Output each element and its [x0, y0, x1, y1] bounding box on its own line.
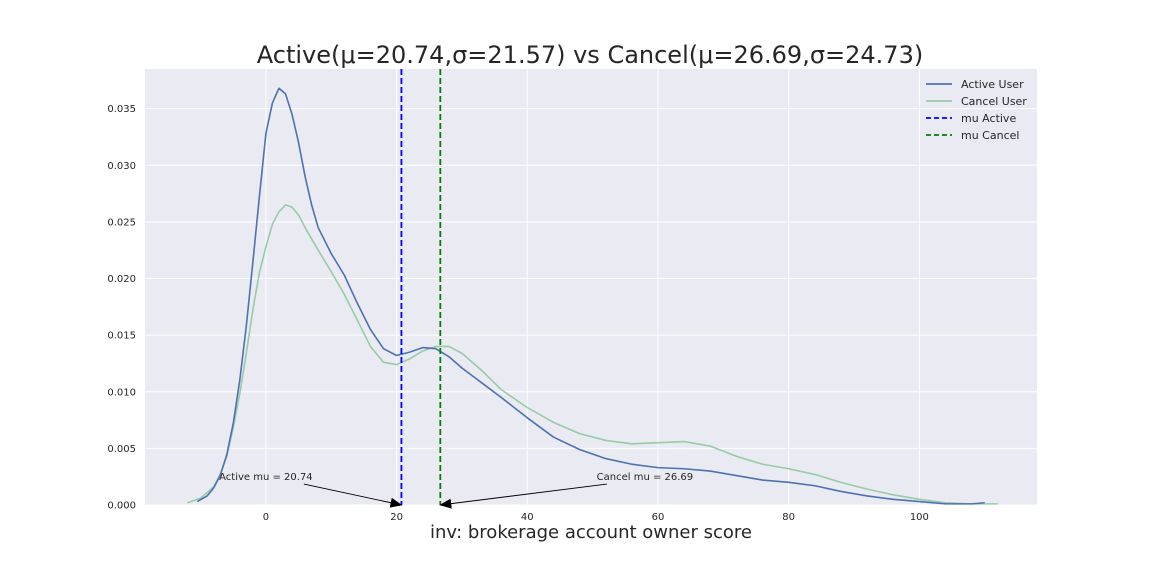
y-tick-label: 0.020	[107, 274, 136, 285]
series-layer	[187, 87, 998, 505]
x-tick-label: 60	[652, 512, 665, 523]
annotation-text: Active mu = 20.74	[219, 472, 313, 483]
annotation-text: Cancel mu = 26.69	[597, 472, 694, 483]
series-line-active-user	[196, 87, 985, 505]
plot-area	[145, 69, 1037, 505]
mean-lines	[400, 69, 442, 505]
y-tick-label: 0.035	[107, 104, 136, 115]
series-line-cancel-user	[187, 204, 998, 505]
y-tick-label: 0.000	[107, 501, 136, 512]
annotation-arrow	[303, 483, 403, 508]
x-tick-label: 40	[521, 512, 534, 523]
tick-labels: 0 20 40 60 80 100 0.000 0.005 0.010 0.015 0.020 0.0…	[107, 104, 929, 523]
legend-label: Cancel User	[961, 95, 1027, 108]
legend-label: Active User	[961, 78, 1024, 91]
legend-label: mu Active	[961, 112, 1016, 125]
y-tick-label: 0.005	[107, 444, 136, 455]
grid-lines	[145, 69, 1037, 506]
y-tick-label: 0.025	[107, 217, 136, 228]
x-tick-label: 20	[390, 512, 403, 523]
annotations: Active mu = 20.74 Cancel mu = 26.69	[219, 472, 694, 509]
y-tick-label: 0.015	[107, 331, 136, 342]
x-tick-label: 80	[782, 512, 795, 523]
y-tick-label: 0.010	[107, 387, 136, 398]
x-tick-label: 0	[263, 512, 269, 523]
x-axis-label: inv: brokerage account owner score	[430, 522, 752, 543]
x-tick-label: 100	[910, 512, 929, 523]
y-tick-label: 0.030	[107, 161, 136, 172]
legend: Active User Cancel User mu Active mu Cancel	[926, 78, 1027, 142]
legend-label: mu Cancel	[961, 129, 1019, 142]
annotation-arrow	[439, 483, 607, 509]
chart-title: Active(μ=20.74,σ=21.57) vs Cancel(μ=26.6…	[257, 41, 923, 69]
